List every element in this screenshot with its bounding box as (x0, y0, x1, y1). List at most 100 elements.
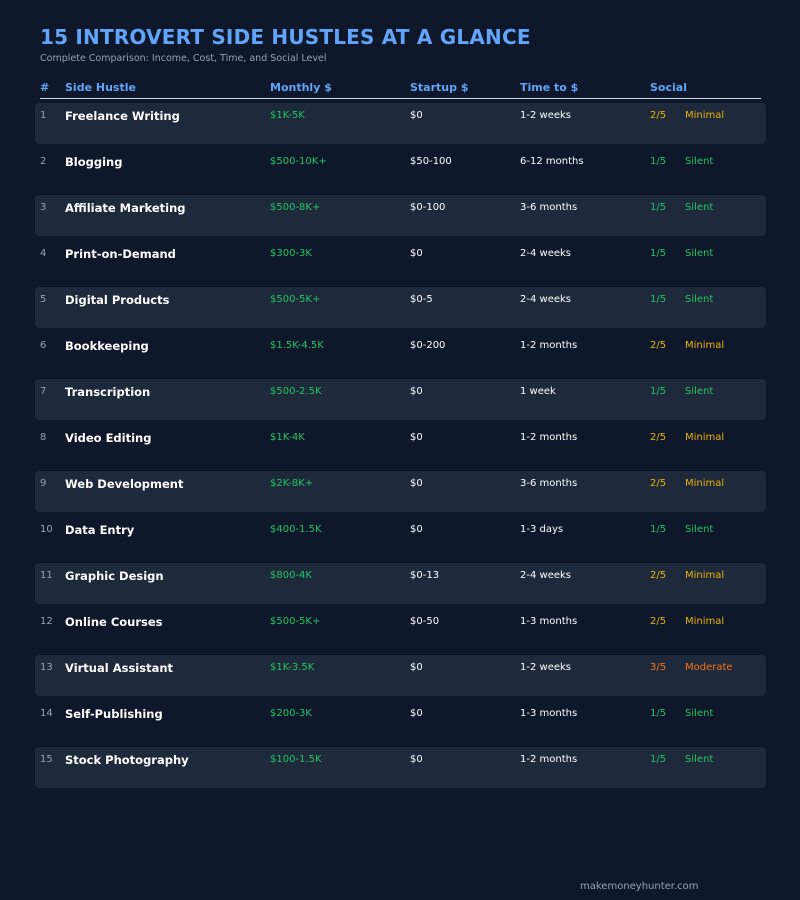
header-num: # (40, 81, 50, 94)
table-row: 7 Transcription $500-2.5K $0 1 week 1/5 Silent (35, 379, 766, 420)
row-time: 2-4 weeks (520, 570, 571, 581)
row-social-score: 2/5 (650, 110, 667, 121)
page-subtitle: Complete Comparison: Income, Cost, Time,… (40, 53, 327, 64)
row-name: Blogging (65, 155, 123, 169)
row-social-score: 1/5 (650, 524, 667, 535)
row-monthly: $100-1.5K (270, 754, 322, 765)
row-monthly: $300-3K (270, 248, 312, 259)
row-monthly: $500-2.5K (270, 386, 322, 397)
row-time: 3-6 months (520, 478, 578, 489)
row-number: 6 (40, 340, 47, 351)
row-startup: $0 (410, 662, 423, 673)
row-monthly: $1K-5K (270, 110, 305, 121)
row-startup: $0 (410, 432, 423, 443)
header-side-hustle: Side Hustle (65, 81, 136, 94)
table-row: 11 Graphic Design $800-4K $0-13 2-4 weeks 2/5… (35, 563, 766, 604)
row-social-level: Silent (685, 524, 714, 535)
row-name: Bookkeeping (65, 339, 149, 353)
row-name: Online Courses (65, 615, 163, 629)
row-social-score: 1/5 (650, 294, 667, 305)
row-social-score: 2/5 (650, 432, 667, 443)
row-monthly: $500-5K+ (270, 616, 321, 627)
row-number: 9 (40, 478, 47, 489)
row-startup: $0-100 (410, 202, 446, 213)
row-name: Virtual Assistant (65, 661, 174, 675)
row-social-level: Minimal (685, 432, 725, 443)
table-row: 13 Virtual Assistant $1K-3.5K $0 1-2 weeks 3/… (35, 655, 766, 696)
row-social-level: Minimal (685, 110, 725, 121)
row-social-score: 1/5 (650, 708, 667, 719)
page-title: 15 INTROVERT SIDE HUSTLES AT A GLANCE (40, 25, 531, 49)
row-name: Transcription (65, 385, 151, 399)
row-time: 2-4 weeks (520, 248, 571, 259)
row-time: 1-2 weeks (520, 662, 571, 673)
row-startup: $50-100 (410, 156, 452, 167)
row-monthly: $500-5K+ (270, 294, 321, 305)
row-social-score: 2/5 (650, 616, 667, 627)
table-row: 5 Digital Products $500-5K+ $0-5 2-4 weeks 1/… (35, 287, 766, 328)
row-social-level: Minimal (685, 478, 725, 489)
row-social-score: 2/5 (650, 478, 667, 489)
header-time: Time to $ (520, 81, 579, 94)
row-monthly: $1K-4K (270, 432, 305, 443)
row-startup: $0-200 (410, 340, 446, 351)
row-number: 5 (40, 294, 47, 305)
row-social-level: Silent (685, 754, 714, 765)
row-monthly: $2K-8K+ (270, 478, 314, 489)
row-social-level: Silent (685, 294, 714, 305)
row-time: 6-12 months (520, 156, 584, 167)
header-social: Social (650, 81, 687, 94)
table-row: 1 Freelance Writing $1K-5K $0 1-2 weeks 2/5 Mi… (35, 103, 766, 144)
row-startup: $0 (410, 248, 423, 259)
row-social-score: 1/5 (650, 386, 667, 397)
table-row: 15 Stock Photography $100-1.5K $0 1-2 months… (35, 747, 766, 788)
row-social-level: Silent (685, 156, 714, 167)
row-social-level: Silent (685, 708, 714, 719)
row-social-score: 2/5 (650, 340, 667, 351)
table-body: 1 Freelance Writing $1K-5K $0 1-2 weeks 2/5 Mi… (35, 103, 766, 793)
row-time: 1-3 days (520, 524, 564, 535)
row-social-score: 3/5 (650, 662, 667, 673)
row-number: 1 (40, 110, 47, 121)
row-social-level: Silent (685, 248, 714, 259)
row-time: 1-3 months (520, 708, 578, 719)
row-startup: $0-5 (410, 294, 433, 305)
row-name: Digital Products (65, 293, 170, 307)
row-name: Video Editing (65, 431, 152, 445)
row-monthly: $800-4K (270, 570, 312, 581)
footer-site: makemoneyhunter.com (580, 881, 699, 892)
table-row: 8 Video Editing $1K-4K $0 1-2 months 2/5 Minim… (35, 425, 766, 466)
table-header: # Side Hustle Monthly $ Startup $ Time t… (40, 80, 761, 99)
row-name: Self-Publishing (65, 707, 163, 721)
row-startup: $0 (410, 754, 423, 765)
row-startup: $0-50 (410, 616, 440, 627)
table-row: 4 Print-on-Demand $300-3K $0 2-4 weeks 1/5 Sil… (35, 241, 766, 282)
row-startup: $0 (410, 110, 423, 121)
row-monthly: $400-1.5K (270, 524, 322, 535)
table-row: 9 Web Development $2K-8K+ $0 3-6 months 2/5 Mi… (35, 471, 766, 512)
row-time: 1-2 months (520, 754, 578, 765)
row-number: 4 (40, 248, 47, 259)
table-row: 10 Data Entry $400-1.5K $0 1-3 days 1/5 Silent (35, 517, 766, 558)
header-startup: Startup $ (410, 81, 469, 94)
row-name: Graphic Design (65, 569, 164, 583)
header-monthly: Monthly $ (270, 81, 332, 94)
row-social-score: 1/5 (650, 156, 667, 167)
table-row: 2 Blogging $500-10K+ $50-100 6-12 months 1/5 S… (35, 149, 766, 190)
row-startup: $0 (410, 708, 423, 719)
row-number: 10 (40, 524, 53, 535)
row-social-level: Silent (685, 202, 714, 213)
row-time: 1-2 weeks (520, 110, 571, 121)
row-time: 1-3 months (520, 616, 578, 627)
row-social-level: Moderate (685, 662, 733, 673)
table-row: 14 Self-Publishing $200-3K $0 1-3 months 1/5 S… (35, 701, 766, 742)
table-row: 12 Online Courses $500-5K+ $0-50 1-3 months 2… (35, 609, 766, 650)
row-social-score: 1/5 (650, 248, 667, 259)
row-name: Web Development (65, 477, 184, 491)
table-row: 3 Affiliate Marketing $500-8K+ $0-100 3-6 mo… (35, 195, 766, 236)
row-monthly: $500-8K+ (270, 202, 321, 213)
row-startup: $0 (410, 386, 423, 397)
row-startup: $0-13 (410, 570, 440, 581)
row-monthly: $500-10K+ (270, 156, 327, 167)
